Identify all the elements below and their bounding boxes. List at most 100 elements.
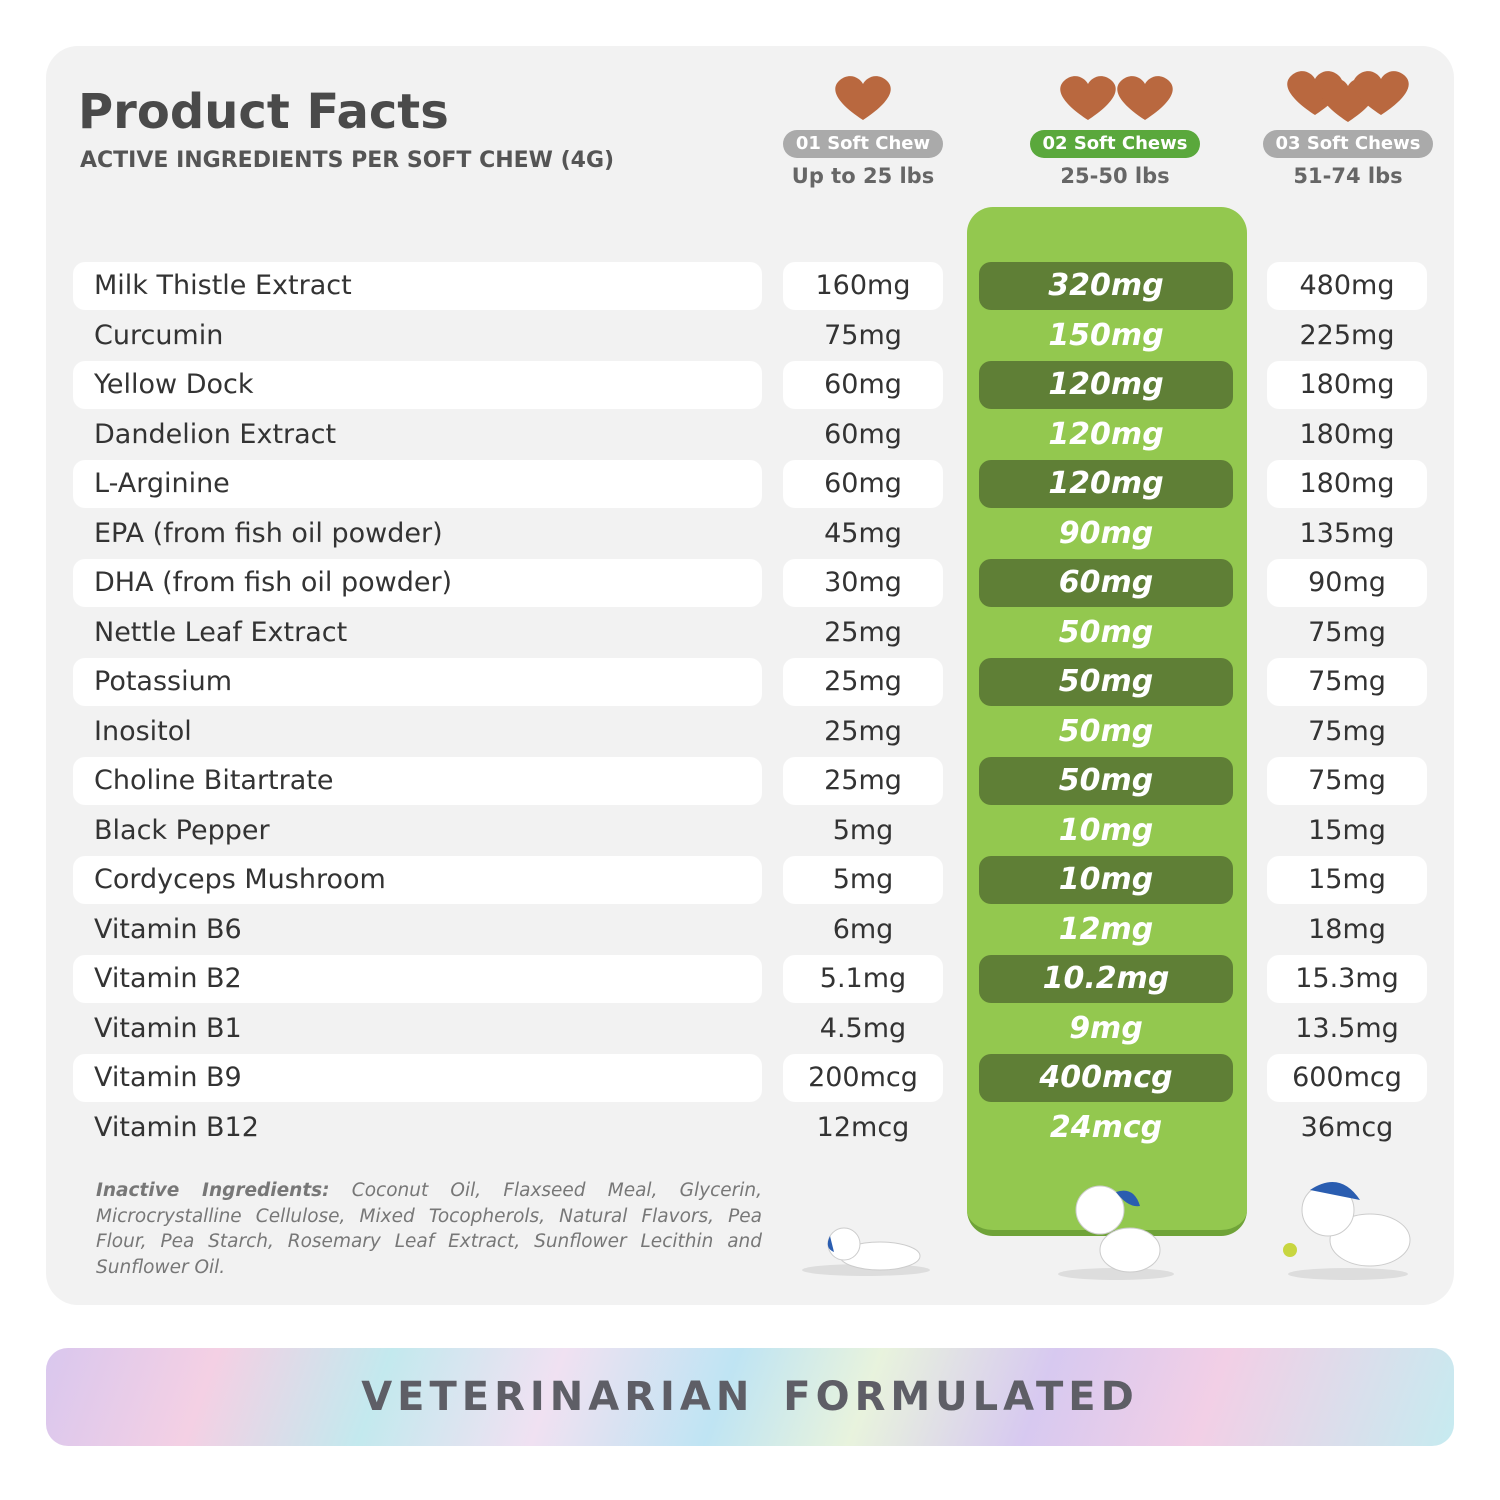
amount: 320mg [1048,268,1164,303]
chew-icons [835,71,1409,122]
amount: 135mg [1299,517,1395,549]
amount: 25mg [824,666,902,697]
amount: 60mg [824,418,902,450]
amount: 5mg [832,814,894,846]
amount: 90mg [1058,515,1154,551]
amount: 5.1mg [819,963,907,994]
amount: 18mg [1308,913,1386,945]
row-pill [73,658,762,706]
ingredient-name: Vitamin B6 [94,913,242,945]
amount: 180mg [1299,418,1395,450]
dog-illustrations [802,1182,1411,1280]
amount: 4.5mg [819,1012,907,1044]
amount: 150mg [1048,317,1164,353]
title: Product Facts [78,84,449,140]
row-pill [979,262,1233,310]
row-pill [73,361,762,409]
row-pill [979,658,1233,706]
row-pill [783,757,943,805]
row-pill [783,955,943,1003]
amount: 15mg [1308,814,1386,846]
column-badge: 03 Soft Chews [1263,130,1433,158]
row-pill [1267,262,1427,310]
amount: 12mcg [816,1111,910,1143]
amount: 50mg [1058,614,1154,650]
row-pill [1267,1054,1427,1102]
ingredient-name: Inositol [94,715,192,747]
row-pill [1267,658,1427,706]
amount: 60mg [824,468,902,499]
column-weight: Up to 25 lbs [791,164,935,188]
amount: 120mg [1048,416,1164,452]
ingredient-name: Vitamin B12 [94,1111,259,1143]
amount: 36mcg [1300,1111,1394,1143]
row-pill [1267,856,1427,904]
row-pill [73,856,762,904]
row-pill [783,361,943,409]
ingredient-name: Potassium [94,666,233,697]
row-pill [73,460,762,508]
amount: 50mg [1058,763,1154,798]
ingredient-name: DHA (from fish oil powder) [94,567,453,598]
amount: 480mg [1299,270,1395,301]
amount: 600mcg [1292,1062,1402,1093]
column-weight: 51-74 lbs [1293,164,1403,188]
amount: 120mg [1048,466,1164,501]
ingredient-name: EPA (from fish oil powder) [94,517,443,549]
row-pill [73,559,762,607]
row-pill [979,460,1233,508]
ingredient-name: L-Arginine [94,468,230,499]
amount: 75mg [824,319,902,351]
amount: 60mg [824,369,902,400]
row-pill [979,361,1233,409]
column-weight: 25-50 lbs [1060,164,1170,188]
ingredient-name: Vitamin B1 [94,1012,242,1044]
amount: 200mcg [808,1062,918,1093]
row-pill [1267,460,1427,508]
amount: 60mg [1058,565,1154,600]
row-pill [73,955,762,1003]
amount: 50mg [1058,713,1154,749]
ingredient-name: Milk Thistle Extract [94,270,352,301]
amount: 30mg [824,567,902,598]
row-pill [979,856,1233,904]
row-pill [783,658,943,706]
amount: 25mg [824,765,902,796]
amount: 15.3mg [1295,963,1399,994]
row-pill [979,757,1233,805]
row-pill [979,955,1233,1003]
row-pill [73,262,762,310]
row-pill [783,1054,943,1102]
inactive-ingredients: Inactive Ingredients: Coconut Oil, Flaxs… [96,1178,762,1280]
column-badge: 01 Soft Chew [783,130,943,158]
amount: 180mg [1299,468,1395,499]
amount: 50mg [1058,664,1154,699]
chew [835,71,1409,122]
row-pill [1267,955,1427,1003]
row-pill [1267,361,1427,409]
amount: 25mg [824,616,902,648]
amount: 75mg [1308,666,1386,697]
amount: 13.5mg [1295,1012,1399,1044]
amount: 75mg [1308,765,1386,796]
row-pill [979,1054,1233,1102]
row-pill [979,559,1233,607]
row-pill [1267,757,1427,805]
amount: 180mg [1299,369,1395,400]
amount: 10mg [1058,812,1154,848]
ingredient-name: Black Pepper [94,814,270,846]
column-badge: 02 Soft Chews [1030,130,1200,158]
ingredient-name: Yellow Dock [94,369,254,400]
ingredient-name: Curcumin [94,319,224,351]
amount: 5mg [832,864,894,895]
amount: 12mg [1058,911,1154,947]
ingredient-name: Cordyceps Mushroom [94,864,386,895]
row-pill [73,1054,762,1102]
amount: 25mg [824,715,902,747]
amount: 90mg [1308,567,1386,598]
amount: 225mg [1299,319,1395,351]
inactive-text: Coconut Oil, Flaxseed Meal, Glycerin, Mi… [96,1180,762,1278]
amount: 24mcg [1049,1109,1163,1145]
row-pill [783,856,943,904]
